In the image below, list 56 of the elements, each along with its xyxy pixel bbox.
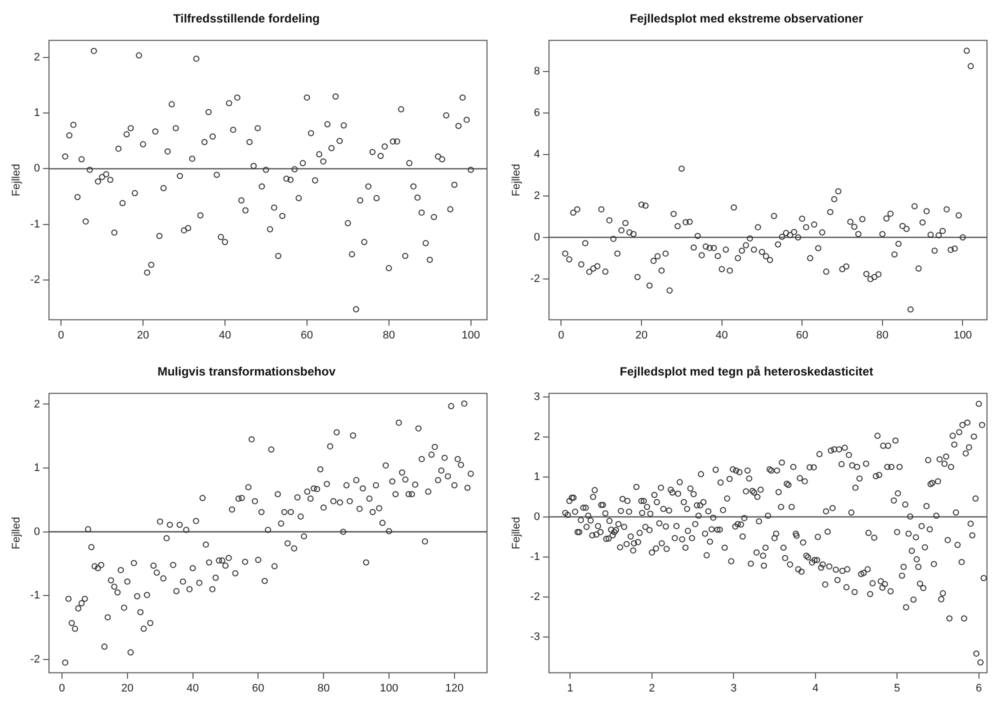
y-tick-label: 3 [534,391,540,404]
x-tick-label: 0 [58,329,64,342]
chart-title: Fejlledsplot med tegn på heteroskedasticitet [620,364,874,379]
y-tick-label: 0 [34,526,40,538]
x-tick-label: 20 [121,682,134,694]
y-tick-label: 0 [534,510,540,523]
y-tick-label: 1 [34,462,40,474]
y-axis-title: Fejlled [10,164,23,196]
y-tick-label: 2 [34,52,40,64]
x-tick-label: 0 [58,682,65,694]
x-tick-label: 20 [136,329,150,342]
y-tick-label: 1 [534,470,540,483]
y-tick-label: -2 [30,274,40,286]
y-tick-label: 2 [34,398,40,410]
y-tick-label: -2 [530,272,540,285]
y-tick-label: 6 [534,106,540,119]
y-tick-label: -1 [530,550,540,563]
x-tick-label: 20 [635,329,648,342]
y-tick-label: 8 [534,65,540,78]
y-tick-label: 2 [534,431,540,443]
x-tick-label: 6 [976,682,982,694]
x-tick-label: 100 [462,329,480,342]
x-tick-label: 2 [648,682,656,694]
y-tick-label: -3 [530,630,540,643]
y-tick-label: -1 [30,590,40,602]
x-tick-label: 60 [796,329,808,342]
x-tick-label: 100 [380,682,398,694]
x-tick-label: 80 [382,329,395,342]
y-axis-title: Fejlled [510,164,523,196]
y-axis-title: Fejlled [10,516,23,550]
y-axis-title: Fejlled [510,516,523,550]
chart-title: Muligvis transformationsbehov [157,364,336,379]
chart-title: Tilfredsstillende fordeling [173,12,320,26]
y-tick-label: -2 [530,590,540,603]
y-tick-label: 2 [534,190,540,202]
x-tick-label: 1 [567,682,574,694]
x-tick-label: 120 [445,682,464,694]
y-tick-label: -1 [30,218,40,230]
x-tick-label: 3 [730,682,737,694]
x-tick-label: 60 [252,682,264,694]
x-tick-label: 80 [317,682,330,694]
x-tick-label: 60 [300,329,314,342]
x-tick-label: 0 [558,329,564,342]
chart-title: Fejlledsplot med ekstreme observationer [630,12,864,26]
y-tick-label: 4 [534,148,540,160]
y-tick-label: 1 [34,107,40,120]
x-tick-label: 80 [876,329,889,342]
y-tick-label: 0 [534,231,540,244]
y-tick-label: -2 [30,653,40,666]
x-tick-label: 5 [894,682,900,694]
x-tick-label: 40 [716,329,728,342]
x-tick-label: 40 [186,682,199,694]
x-tick-label: 4 [812,682,818,694]
x-tick-label: 40 [218,329,232,342]
y-tick-label: 0 [34,162,40,175]
x-tick-label: 100 [954,329,972,342]
